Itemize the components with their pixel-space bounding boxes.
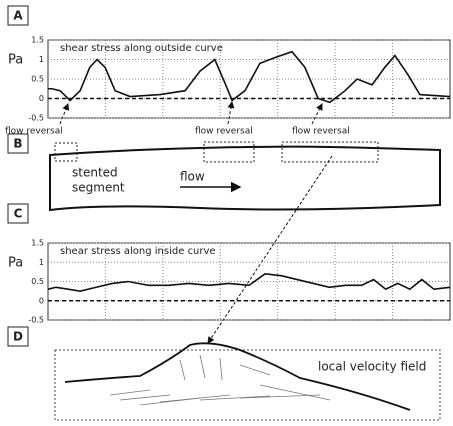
data-line bbox=[47, 272, 451, 292]
y-axis-label: Pa bbox=[8, 53, 23, 68]
chart-title: shear stress along outside curve bbox=[60, 43, 223, 54]
annotation: flow reversal bbox=[195, 127, 253, 137]
annotation: flow reversal bbox=[292, 127, 350, 137]
y-tick-label: -0.5 bbox=[28, 316, 44, 325]
pointer-arrow bbox=[59, 101, 333, 344]
chart-title: shear stress along inside curve bbox=[60, 246, 216, 257]
panel-label: D bbox=[13, 330, 23, 344]
panel-label: C bbox=[14, 207, 23, 221]
panel-box bbox=[7, 133, 29, 154]
panel-label: A bbox=[13, 9, 23, 23]
panel-label: B bbox=[13, 137, 22, 151]
y-tick-label: 1 bbox=[39, 258, 44, 267]
y-axis-label: Pa bbox=[8, 256, 23, 271]
y-tick-label: 1.5 bbox=[31, 239, 44, 248]
label: segment bbox=[72, 181, 125, 195]
label: flow bbox=[180, 170, 205, 184]
caption: local velocity field bbox=[318, 360, 426, 374]
y-tick-label: -0.5 bbox=[28, 114, 44, 123]
panel-box bbox=[7, 203, 29, 224]
y-tick-label: 0 bbox=[39, 296, 44, 305]
label: stented bbox=[72, 166, 118, 180]
y-tick-label: 0.5 bbox=[31, 277, 44, 286]
data-line bbox=[48, 50, 451, 104]
region-box bbox=[203, 141, 255, 163]
y-tick-label: 0.5 bbox=[31, 75, 44, 84]
region-box bbox=[54, 349, 441, 421]
y-tick-label: 1.5 bbox=[31, 36, 44, 45]
wall bbox=[64, 342, 411, 411]
velocity-vectors bbox=[109, 354, 331, 406]
panel-box bbox=[7, 326, 29, 347]
region-box bbox=[281, 141, 379, 163]
annotation: flow reversal bbox=[5, 127, 63, 137]
y-tick-label: 0 bbox=[39, 94, 44, 103]
y-tick-label: 1 bbox=[39, 55, 44, 64]
panel-box bbox=[7, 5, 29, 26]
vessel bbox=[49, 145, 441, 212]
